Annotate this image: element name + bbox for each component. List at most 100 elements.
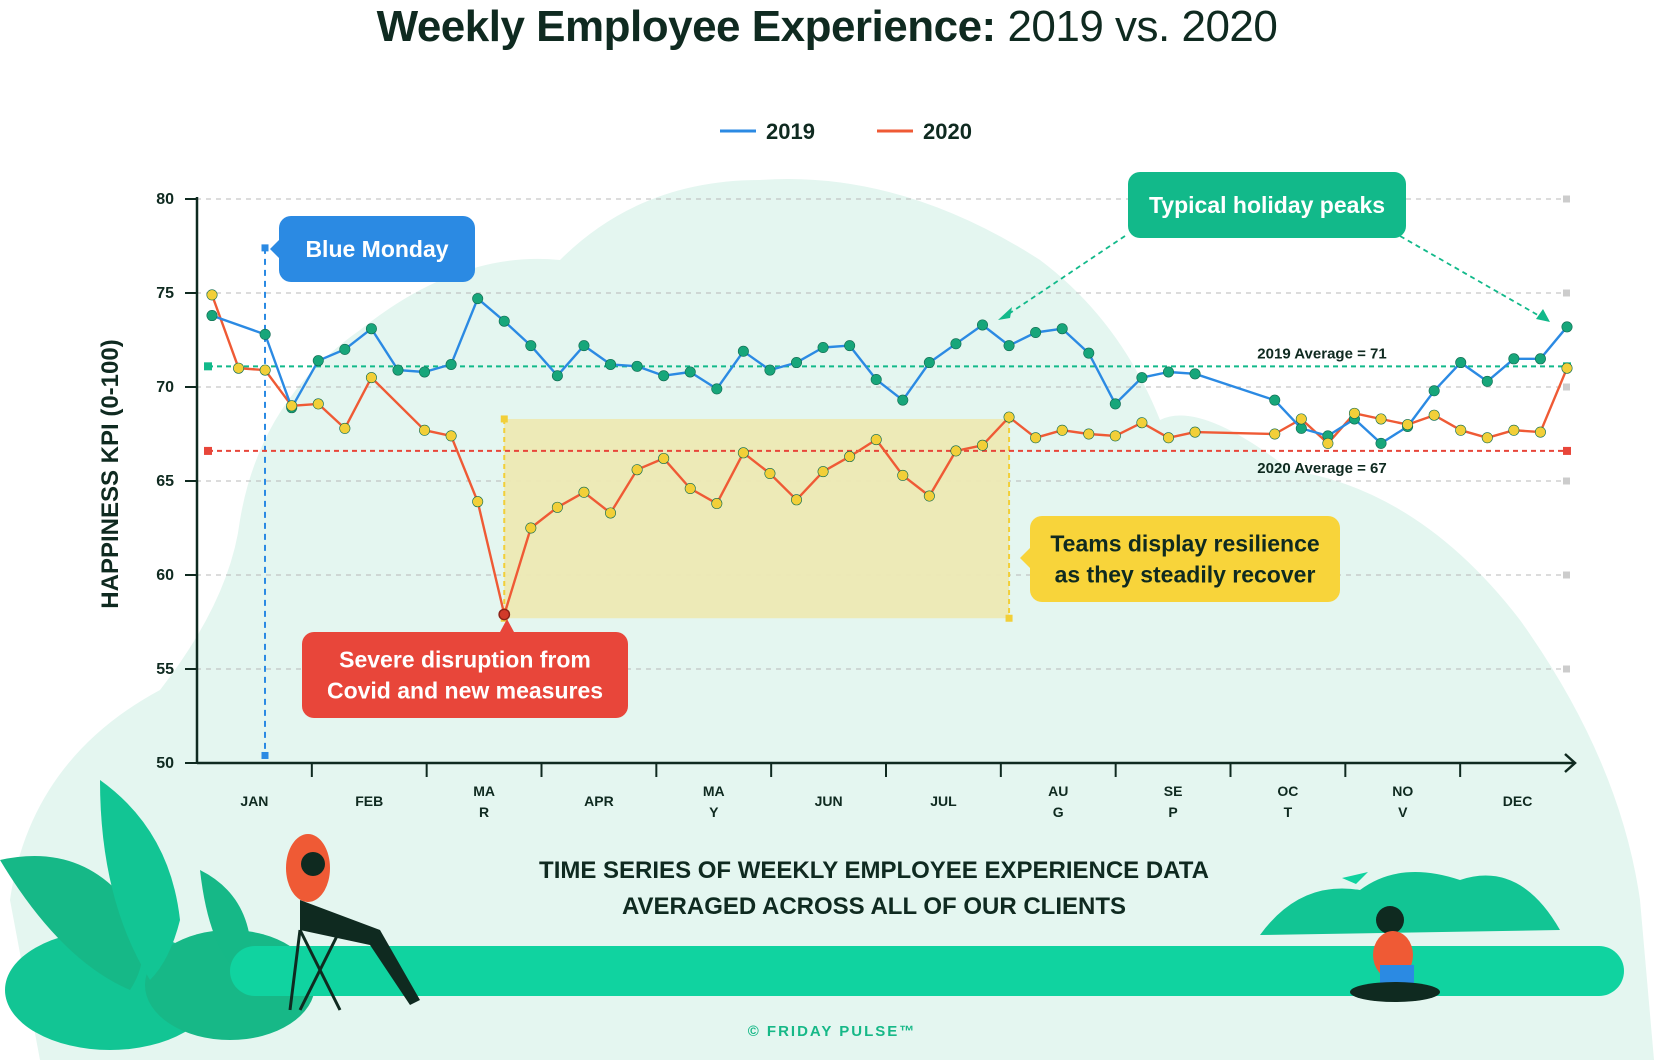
y-tick-label: 70 <box>156 379 174 396</box>
annotation-labels: Blue Monday Typical holiday peaks Severe d… <box>270 172 1406 718</box>
point-2019 <box>1481 375 1493 387</box>
point-2019 <box>365 323 377 335</box>
point-2020 <box>737 447 749 459</box>
point-2020 <box>1481 432 1493 444</box>
point-2020 <box>1083 428 1095 440</box>
month-label: MA <box>703 783 725 799</box>
point-2020 <box>1269 428 1281 440</box>
legend: 2019 2020 <box>720 119 972 144</box>
blue-monday-bubble <box>279 216 475 282</box>
covid-bubble <box>302 632 628 718</box>
bush-right <box>1260 872 1560 935</box>
point-2019 <box>844 340 856 352</box>
point-2020 <box>1056 424 1068 436</box>
month-label: P <box>1168 804 1177 820</box>
point-2020 <box>445 430 457 442</box>
point-2020 <box>472 496 484 508</box>
point-2019 <box>1083 347 1095 359</box>
point-2019 <box>1162 366 1174 378</box>
point-2020 <box>764 467 776 479</box>
average-marker-left-2020 <box>204 446 212 455</box>
point-2019 <box>1056 323 1068 335</box>
covid-bubble-tail <box>500 619 514 632</box>
point-2019 <box>312 355 324 367</box>
y-tick-label: 75 <box>156 285 174 302</box>
month-label: FEB <box>355 793 383 809</box>
point-2020 <box>658 452 670 464</box>
y-tick-label: 55 <box>156 661 174 678</box>
point-2020 <box>365 372 377 384</box>
title-light: 2019 vs. 2020 <box>1007 2 1278 51</box>
bottom-illustration <box>0 780 1624 1050</box>
leaf-2 <box>100 780 180 980</box>
covid-text: Covid and new measures <box>327 678 603 704</box>
point-2020 <box>498 608 511 621</box>
point-2019 <box>976 319 988 331</box>
gridline-end-marker <box>1563 571 1570 579</box>
point-2019 <box>1295 422 1307 434</box>
point-2019 <box>498 315 510 327</box>
legend-label-2019: 2019 <box>766 119 815 144</box>
point-2020 <box>1189 426 1201 438</box>
point-2020 <box>1402 419 1414 431</box>
month-label: MA <box>473 783 495 799</box>
month-label: NO <box>1392 783 1413 799</box>
subtitle-line-2: AVERAGED ACROSS ALL OF OUR CLIENTS <box>622 893 1126 920</box>
title-bold: Weekly Employee Experience: <box>376 2 997 51</box>
point-2020 <box>897 469 909 481</box>
point-2019 <box>605 358 617 370</box>
point-2019 <box>684 366 696 378</box>
month-label: V <box>1398 804 1408 820</box>
resilience-box-corner <box>1005 614 1013 622</box>
blue-monday-marker-top <box>261 244 269 252</box>
blue-monday-text: Blue Monday <box>305 236 448 262</box>
series-points <box>206 289 1573 621</box>
point-2020 <box>578 486 590 498</box>
point-2020 <box>1003 411 1015 423</box>
point-2020 <box>950 445 962 457</box>
point-2019 <box>1030 326 1042 338</box>
point-2019 <box>923 357 935 369</box>
point-2020 <box>817 466 829 478</box>
average-marker-left-2019 <box>204 362 212 371</box>
month-label: JUN <box>815 793 843 809</box>
point-2020 <box>605 507 617 519</box>
point-2020 <box>286 400 298 412</box>
point-2019 <box>1003 340 1015 352</box>
point-2020 <box>1455 424 1467 436</box>
point-2019 <box>950 338 962 350</box>
point-2020 <box>844 451 856 463</box>
annotation-shapes <box>261 235 1550 759</box>
legend-label-2020: 2020 <box>923 119 972 144</box>
point-2020 <box>1322 437 1334 449</box>
point-2019 <box>791 357 803 369</box>
point-2020 <box>1162 432 1174 444</box>
gridline-end-marker <box>1563 477 1570 485</box>
month-label: AU <box>1048 783 1068 799</box>
blue-monday-marker-bottom <box>261 751 269 759</box>
point-2019 <box>817 342 829 354</box>
point-2020 <box>206 289 218 301</box>
month-label: DEC <box>1503 793 1533 809</box>
month-label: JAN <box>240 793 268 809</box>
point-2019 <box>578 340 590 352</box>
point-2019 <box>419 366 431 378</box>
point-2020 <box>1428 409 1440 421</box>
point-2019 <box>1561 321 1573 333</box>
point-2019 <box>897 394 909 406</box>
point-2020 <box>1030 432 1042 444</box>
average-marker-right-2020 <box>1563 446 1571 455</box>
point-2020 <box>870 434 882 446</box>
y-tick-label: 60 <box>156 567 174 584</box>
point-2019 <box>551 370 563 382</box>
blue-monday-bubble-tail <box>270 240 279 258</box>
point-2019 <box>206 310 218 322</box>
point-2020 <box>312 398 324 410</box>
y-axis-label: HAPPINESS KPI (0-100) <box>97 339 124 608</box>
resilience-text: as they steadily recover <box>1055 562 1316 588</box>
point-2020 <box>339 422 351 434</box>
point-2019 <box>445 358 457 370</box>
x-axis-arrow <box>1564 753 1577 773</box>
point-2020 <box>1375 413 1387 425</box>
